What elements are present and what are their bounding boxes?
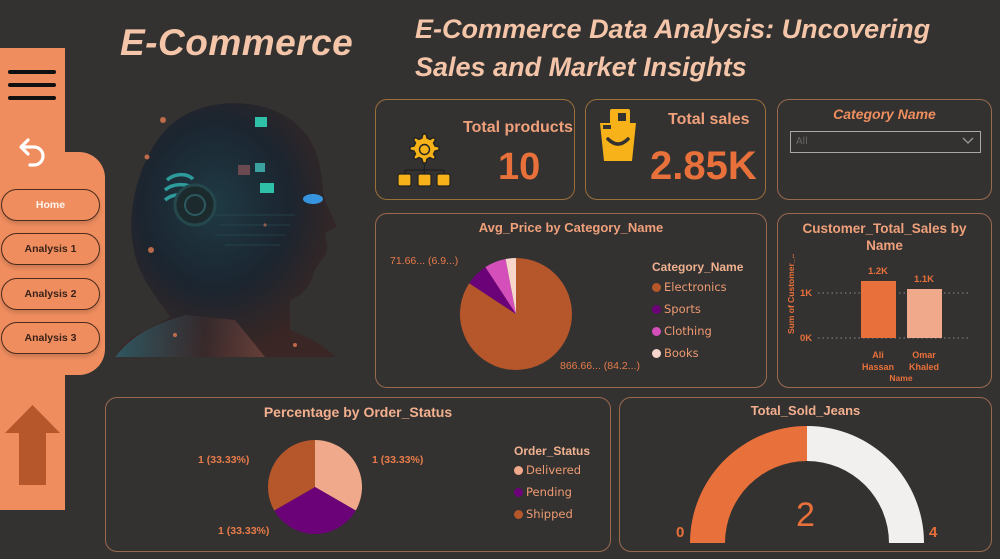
- nav-analysis-2-button[interactable]: Analysis 2: [1, 278, 100, 310]
- gauge-min-label: 0: [676, 524, 685, 541]
- gauge-value: 2: [796, 496, 815, 534]
- total-sales-card: Total sales 2.85K: [585, 99, 766, 200]
- pie-label-electronics: 866.66... (84.2...): [560, 360, 640, 372]
- total-sales-label: Total sales: [668, 111, 750, 128]
- customer-sales-bar-chart[interactable]: Sum of Customer_... 1K 0K 1.2K 1.1K Ali …: [778, 254, 993, 389]
- gauge-fill: [690, 426, 807, 543]
- legend-title: Category_Name: [652, 260, 744, 274]
- legend-item-clothing[interactable]: Clothing: [652, 320, 743, 342]
- gauge-max-label: 4: [929, 524, 938, 541]
- total-products-value: 10: [498, 146, 541, 188]
- legend-dot: [652, 326, 661, 336]
- legend-item-shipped[interactable]: Shipped: [514, 503, 590, 525]
- legend-dot: [514, 509, 523, 519]
- nav-analysis-1-button[interactable]: Analysis 1: [1, 233, 100, 265]
- legend-dot: [514, 465, 523, 475]
- up-arrow-icon[interactable]: [4, 405, 61, 485]
- pie-legend: Category_Name Electronics Sports Clothin…: [652, 260, 743, 364]
- legend-label: Sports: [664, 302, 701, 316]
- dropdown-value: All: [796, 136, 808, 147]
- category-slicer-card: Category Name All: [777, 99, 992, 200]
- bar-label-ali: 1.2K: [868, 266, 888, 277]
- y-tick-0k: 0K: [800, 333, 812, 344]
- brand-title: E-Commerce: [120, 22, 354, 63]
- shopping-bag-icon: [600, 109, 636, 161]
- y-tick-1k: 1K: [800, 288, 812, 299]
- legend-dot: [652, 348, 661, 358]
- avg-price-pie-card: Avg_Price by Category_Name 71.66... (6.9…: [375, 213, 767, 388]
- pie-legend: Order_Status Delivered Pending Shipped: [514, 444, 590, 525]
- bar-omar-khaled[interactable]: [907, 289, 942, 338]
- legend-item-delivered[interactable]: Delivered: [514, 459, 590, 481]
- chart-title: Total_Sold_Jeans: [750, 403, 861, 418]
- back-arrow-icon[interactable]: [14, 135, 50, 171]
- category-dropdown[interactable]: All: [790, 131, 981, 153]
- pie-label-sports: 71.66... (6.9...): [390, 255, 459, 267]
- chart-title: Avg_Price by Category_Name: [478, 220, 664, 235]
- legend-title: Order_Status: [514, 444, 591, 458]
- legend-dot: [514, 487, 523, 497]
- hamburger-icon[interactable]: [8, 70, 56, 106]
- pie-label-delivered: 1 (33.33%): [372, 454, 424, 466]
- legend-item-sports[interactable]: Sports: [652, 298, 743, 320]
- legend-label: Delivered: [526, 463, 582, 477]
- total-products-card: Total products 10: [375, 99, 575, 200]
- bar-label-omar: 1.1K: [914, 274, 934, 285]
- pie-label-pending: 1 (33.33%): [218, 525, 270, 537]
- bar-ali-hassan[interactable]: [861, 281, 896, 338]
- nav-home-button[interactable]: Home: [1, 189, 100, 221]
- svg-text:Omar: Omar: [912, 350, 936, 360]
- order-status-pie-card: Percentage by Order_Status 1 (33.33%) 1 …: [105, 397, 611, 552]
- ai-head-illustration: [115, 103, 337, 357]
- legend-dot: [652, 304, 661, 314]
- slicer-title: Category Name: [833, 106, 936, 122]
- total-sales-value: 2.85K: [650, 144, 757, 188]
- svg-text:Ali: Ali: [872, 350, 884, 360]
- legend-dot: [652, 282, 661, 292]
- gauge-remaining: [807, 426, 924, 543]
- pie-label-shipped: 1 (33.33%): [198, 454, 250, 466]
- total-sold-jeans-gauge-card: Total_Sold_Jeans 2 0 4: [619, 397, 992, 552]
- svg-text:Khaled: Khaled: [909, 362, 939, 372]
- svg-text:Hassan: Hassan: [862, 362, 894, 372]
- legend-label: Books: [664, 346, 699, 360]
- legend-item-pending[interactable]: Pending: [514, 481, 590, 503]
- legend-label: Shipped: [526, 507, 573, 521]
- chevron-down-icon: [962, 137, 974, 144]
- y-axis-label: Sum of Customer_...: [786, 254, 796, 334]
- chart-title: Percentage by Order_Status: [263, 404, 453, 420]
- nav-analysis-3-button[interactable]: Analysis 3: [1, 322, 100, 354]
- legend-item-electronics[interactable]: Electronics: [652, 276, 743, 298]
- avg-price-pie-chart[interactable]: [456, 254, 576, 374]
- legend-label: Electronics: [664, 280, 727, 294]
- chart-title: Customer_Total_Sales by Name: [802, 221, 967, 253]
- order-status-pie-chart[interactable]: [266, 438, 364, 536]
- total-products-label: Total products: [463, 119, 573, 136]
- customer-sales-bar-card: Customer_Total_Sales by Name Sum of Cust…: [777, 213, 992, 388]
- legend-label: Clothing: [664, 324, 712, 338]
- legend-label: Pending: [526, 485, 572, 499]
- gauge-chart[interactable]: [620, 418, 993, 548]
- x-axis-label: Name: [889, 373, 912, 383]
- page-title: E-Commerce Data Analysis: Uncovering Sal…: [415, 14, 931, 82]
- legend-item-books[interactable]: Books: [652, 342, 743, 364]
- gear-hierarchy-icon: [397, 133, 451, 187]
